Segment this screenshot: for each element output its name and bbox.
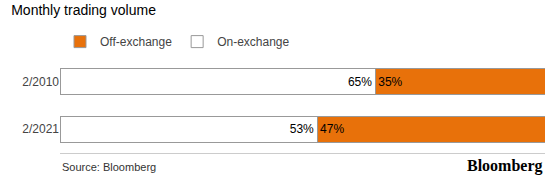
svg-text:Source: Bloomberg: Source: Bloomberg	[62, 161, 156, 173]
svg-text:53%: 53%	[290, 122, 314, 136]
svg-text:On-exchange: On-exchange	[217, 35, 289, 49]
svg-text:47%: 47%	[320, 122, 344, 136]
svg-text:Monthly trading volume: Monthly trading volume	[11, 2, 156, 18]
svg-text:2/2021: 2/2021	[22, 122, 59, 136]
svg-text:35%: 35%	[378, 75, 402, 89]
svg-text:Bloomberg: Bloomberg	[467, 157, 543, 175]
svg-text:Off-exchange: Off-exchange	[100, 35, 172, 49]
svg-text:65%: 65%	[348, 75, 372, 89]
svg-text:2/2010: 2/2010	[22, 75, 59, 89]
